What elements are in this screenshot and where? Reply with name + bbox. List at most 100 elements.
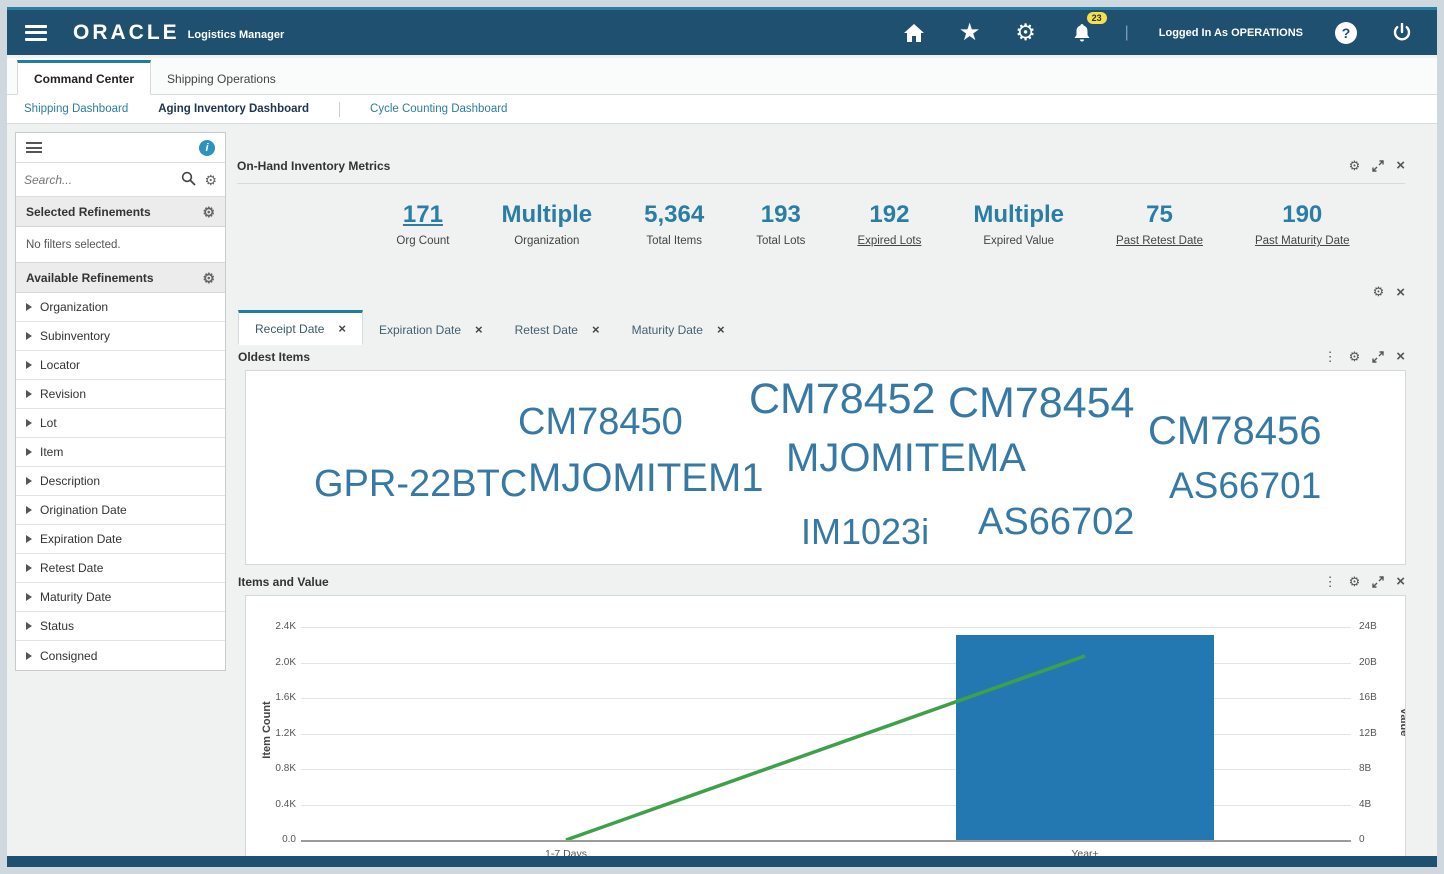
tab-command-center[interactable]: Command Center — [17, 60, 152, 95]
selected-refinements-gear-icon[interactable]: ⚙ — [202, 203, 215, 220]
chart-gear-icon[interactable]: ⚙ — [1348, 574, 1361, 589]
refinement-expiration-date[interactable]: Expiration Date — [16, 525, 225, 554]
dashboard-subnav: Shipping Dashboard Aging Inventory Dashb… — [7, 95, 1437, 124]
refinement-organization[interactable]: Organization — [16, 293, 225, 322]
ftab-maturity-date[interactable]: Maturity Date × — [631, 322, 725, 337]
sidebar-search-row: ⚙ — [16, 163, 225, 197]
main-area: i ⚙ Selected Refinements ⚙ No filters se… — [7, 125, 1437, 862]
chevron-right-icon — [26, 651, 32, 660]
subnav-cycle-counting-dashboard[interactable]: Cycle Counting Dashboard — [370, 103, 508, 115]
metrics-row: 171 Org Count Multiple Organization 5,36… — [375, 201, 1371, 247]
tag-item[interactable]: IM1023i — [801, 511, 930, 552]
bar-year-plus[interactable] — [956, 635, 1214, 840]
subnav-shipping-dashboard[interactable]: Shipping Dashboard — [24, 103, 129, 115]
refinement-lot[interactable]: Lot — [16, 409, 225, 438]
notifications-bell-icon[interactable]: 23 — [1069, 11, 1107, 46]
chevron-right-icon — [26, 448, 32, 456]
oldest-expand-icon[interactable] — [1372, 350, 1384, 363]
metric-label-link[interactable]: Past Maturity Date — [1254, 235, 1350, 247]
oldest-close-icon[interactable]: × — [1396, 348, 1405, 365]
ftab-close-icon[interactable]: × — [716, 322, 725, 337]
tag-item[interactable]: GPR-22BTC — [314, 463, 528, 505]
chevron-right-icon — [26, 332, 32, 340]
value-line-series — [565, 654, 1086, 842]
container-close-icon[interactable]: × — [1396, 284, 1405, 301]
right-axis-tick: 8B — [1359, 763, 1372, 774]
metrics-close-icon[interactable]: × — [1396, 157, 1405, 174]
hamburger-menu-icon[interactable] — [25, 24, 47, 41]
tag-item[interactable]: CM78452 — [749, 375, 936, 423]
right-axis-tick: 12B — [1359, 728, 1377, 739]
info-icon[interactable]: i — [199, 139, 215, 156]
metric-value-link[interactable]: 171 — [402, 201, 443, 228]
gridline — [301, 805, 1351, 806]
metric-organization: Multiple Organization — [501, 201, 593, 247]
metric-past-retest-date: 75 Past Retest Date — [1116, 201, 1203, 247]
tag-item[interactable]: MJOMITEMA — [786, 436, 1026, 480]
metric-past-maturity-date: 190 Past Maturity Date — [1254, 201, 1350, 247]
ftab-retest-date[interactable]: Retest Date × — [514, 322, 600, 337]
chart-panel-title: Items and Value — [238, 574, 329, 589]
oldest-items-tag-cloud: CM78450 CM78452 CM78454 CM78456 GPR-22BT… — [245, 370, 1406, 565]
subnav-aging-inventory-dashboard[interactable]: Aging Inventory Dashboard — [158, 103, 310, 115]
metric-label-link[interactable]: Past Retest Date — [1116, 235, 1203, 247]
date-filter-tabs: Receipt Date × Expiration Date × Retest … — [238, 310, 1411, 345]
tag-item[interactable]: CM78454 — [948, 379, 1135, 427]
oldest-gear-icon[interactable]: ⚙ — [1348, 349, 1361, 364]
tag-item[interactable]: AS66701 — [1169, 465, 1322, 506]
search-input[interactable] — [24, 172, 174, 187]
tag-item[interactable]: AS66702 — [978, 501, 1135, 543]
search-options-gear-icon[interactable]: ⚙ — [204, 171, 217, 188]
metrics-divider — [237, 183, 1405, 184]
tag-item[interactable]: MJOMITEM1 — [528, 456, 764, 500]
sidebar-collapse-icon[interactable] — [26, 142, 42, 153]
refinement-item[interactable]: Item — [16, 438, 225, 467]
favorites-star-icon[interactable]: ★ — [958, 18, 981, 46]
y-axis-tick: 2.0K — [275, 657, 296, 668]
settings-gear-icon[interactable]: ⚙ — [1015, 19, 1036, 45]
refinement-revision[interactable]: Revision — [16, 380, 225, 409]
chart-close-icon[interactable]: × — [1396, 573, 1405, 590]
y-axis-tick: 1.6K — [275, 692, 296, 703]
refinement-consigned[interactable]: Consigned — [16, 641, 225, 670]
metric-label-link[interactable]: Expired Lots — [857, 235, 922, 247]
notification-count-badge: 23 — [1086, 11, 1107, 24]
logout-power-icon[interactable] — [1389, 20, 1415, 46]
chart-overflow-icon[interactable]: ⋮ — [1323, 574, 1337, 589]
tab-shipping-operations[interactable]: Shipping Operations — [167, 72, 276, 86]
app-window: ORACLE Logistics Manager ★ ⚙ 23 | Logged… — [7, 7, 1437, 867]
container-gear-icon[interactable]: ⚙ — [1372, 284, 1385, 299]
metrics-panel-header: On-Hand Inventory Metrics ⚙ × — [237, 158, 1405, 173]
metric-total-items: 5,364 Total Items — [644, 201, 705, 247]
metrics-expand-icon[interactable] — [1372, 159, 1384, 172]
metric-total-lots: 193 Total Lots — [756, 201, 806, 247]
subnav-divider — [339, 101, 341, 117]
right-axis-tick: 16B — [1359, 692, 1377, 703]
ftab-receipt-date[interactable]: Receipt Date × — [238, 310, 363, 345]
chevron-right-icon — [26, 622, 32, 630]
help-icon[interactable]: ? — [1333, 20, 1359, 46]
refinement-retest-date[interactable]: Retest Date — [16, 554, 225, 583]
no-filters-text: No filters selected. — [16, 227, 225, 263]
refinement-status[interactable]: Status — [16, 612, 225, 641]
refinement-description[interactable]: Description — [16, 467, 225, 496]
available-refinements-gear-icon[interactable]: ⚙ — [202, 269, 215, 286]
ftab-expiration-date[interactable]: Expiration Date × — [378, 322, 483, 337]
tag-item[interactable]: CM78450 — [518, 401, 683, 443]
chart-expand-icon[interactable] — [1372, 575, 1384, 588]
refinement-subinventory[interactable]: Subinventory — [16, 322, 225, 351]
gridline — [301, 734, 1351, 735]
ftab-close-icon[interactable]: × — [475, 322, 483, 337]
bottom-chrome-bar — [7, 856, 1437, 867]
oldest-overflow-icon[interactable]: ⋮ — [1323, 349, 1337, 364]
refinement-maturity-date[interactable]: Maturity Date — [16, 583, 225, 612]
search-icon[interactable] — [181, 171, 196, 189]
home-icon[interactable] — [901, 20, 927, 46]
ftab-close-icon[interactable]: × — [338, 321, 346, 336]
header-divider: | — [1124, 23, 1129, 41]
refinement-locator[interactable]: Locator — [16, 351, 225, 380]
tag-item[interactable]: CM78456 — [1148, 409, 1322, 453]
ftab-close-icon[interactable]: × — [591, 322, 600, 337]
refinement-origination-date[interactable]: Origination Date — [16, 496, 225, 525]
metrics-gear-icon[interactable]: ⚙ — [1348, 158, 1361, 173]
